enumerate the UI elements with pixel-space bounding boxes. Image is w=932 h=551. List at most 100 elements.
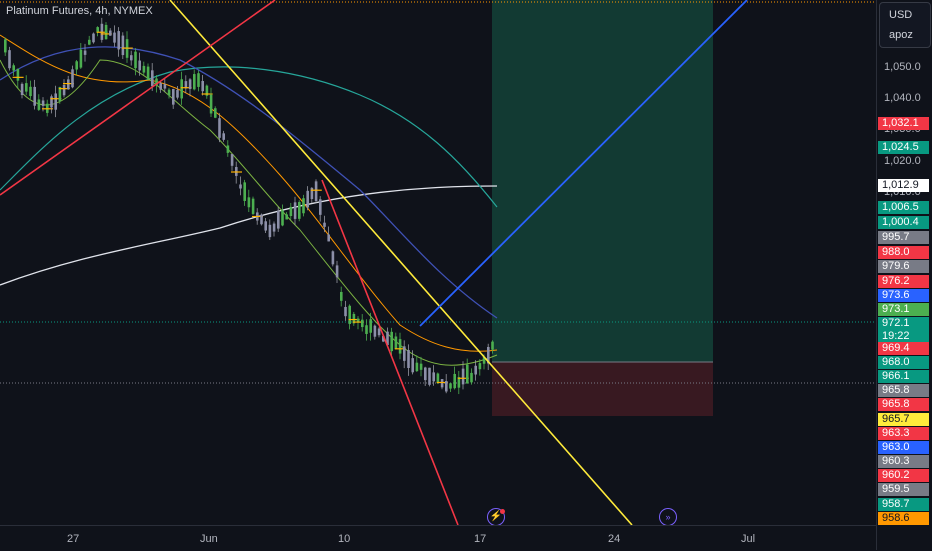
- ma-blue: [0, 46, 498, 319]
- candle-body: [491, 341, 494, 350]
- chart-area[interactable]: Platinum Futures, 4h, NYMEX ⚡ »: [0, 0, 876, 526]
- price-label: 1,012.9: [878, 179, 929, 192]
- candle-body: [121, 35, 125, 56]
- price-chart[interactable]: [0, 0, 876, 526]
- ma-white: [0, 185, 498, 286]
- candle-body: [29, 86, 32, 97]
- candle-body: [201, 80, 204, 92]
- candle-body: [272, 223, 276, 232]
- candle-body: [478, 363, 482, 370]
- candle-body: [83, 50, 87, 55]
- candle-body: [138, 60, 141, 71]
- candle-body: [268, 224, 272, 238]
- candle-body: [407, 350, 410, 368]
- long-position-stop-zone[interactable]: [492, 362, 713, 416]
- long-position-target-zone[interactable]: [492, 0, 713, 362]
- candle-body: [377, 328, 381, 336]
- price-label: 959.5: [878, 483, 929, 496]
- candle-body: [344, 306, 347, 317]
- candle-body: [428, 367, 431, 385]
- candle-body: [188, 79, 192, 89]
- blue-projection-line[interactable]: [419, 0, 748, 327]
- candle-body: [184, 81, 188, 89]
- time-label: 24: [608, 533, 621, 545]
- price-label: 968.0: [878, 356, 929, 369]
- currency-selector[interactable]: USD apoz: [879, 2, 931, 48]
- candle-body: [218, 118, 221, 138]
- candle-body: [285, 214, 288, 220]
- red-downtrend-line[interactable]: [321, 179, 459, 526]
- candle-body: [33, 86, 36, 106]
- candle-body: [151, 70, 154, 87]
- price-label: 963.0: [878, 441, 929, 454]
- candle-body: [415, 362, 419, 372]
- candle-body: [369, 319, 372, 333]
- candle-body: [394, 336, 398, 349]
- candle-body: [356, 318, 360, 323]
- candle-body: [298, 202, 301, 219]
- currency-label: USD: [889, 9, 913, 21]
- time-label: 10: [338, 533, 351, 545]
- candle-body: [222, 133, 225, 140]
- candle-body: [113, 32, 116, 43]
- candle-body: [37, 99, 41, 110]
- candle-body: [230, 154, 234, 166]
- candle-body: [172, 88, 175, 105]
- ma-green: [0, 59, 498, 366]
- candle-body: [41, 100, 45, 106]
- candle-body: [445, 381, 448, 392]
- fast-forward-icon[interactable]: »: [659, 508, 677, 526]
- candle-body: [260, 214, 263, 225]
- candle-body: [310, 187, 314, 200]
- candle-body: [54, 93, 57, 110]
- time-axis[interactable]: [0, 525, 876, 551]
- candle-body: [104, 24, 108, 40]
- red-uptrend-line[interactable]: [0, 0, 276, 196]
- candle-body: [386, 331, 389, 346]
- time-label: Jul: [741, 533, 756, 545]
- candle-body: [411, 358, 414, 373]
- price-tick: 1,050.0: [884, 61, 921, 73]
- candle-body: [306, 190, 309, 208]
- candle-body: [352, 313, 356, 324]
- price-label: 979.6: [878, 260, 929, 273]
- time-label: 17: [474, 533, 487, 545]
- candle-body: [163, 84, 167, 89]
- candle-body: [331, 251, 335, 265]
- candle-body: [453, 373, 456, 389]
- candle-body: [247, 197, 251, 208]
- price-label: 1,024.5: [878, 141, 929, 154]
- candle-body: [20, 83, 24, 95]
- price-label: 976.2: [878, 275, 929, 288]
- price-label: 960.3: [878, 455, 929, 468]
- candle-body: [8, 50, 11, 69]
- candle-body: [482, 356, 486, 364]
- candle-body: [457, 377, 461, 388]
- alert-dot-icon: [500, 509, 505, 514]
- candle-body: [398, 339, 402, 354]
- candle-body: [373, 325, 377, 337]
- price-label: 973.6: [878, 289, 929, 302]
- candle-body: [155, 78, 158, 86]
- candle-body: [50, 96, 53, 108]
- candle-body: [71, 69, 74, 88]
- candle-body: [109, 30, 112, 36]
- candle-body: [361, 319, 364, 328]
- candle-body: [167, 89, 171, 96]
- price-label: 19:22: [878, 330, 929, 343]
- candle-body: [403, 346, 406, 361]
- price-label: 958.6: [878, 512, 929, 525]
- price-label: 960.2: [878, 469, 929, 482]
- candle-body: [289, 206, 293, 217]
- price-label: 963.3: [878, 427, 929, 440]
- candle-body: [340, 291, 343, 301]
- candle-body: [251, 198, 255, 214]
- yellow-trendline[interactable]: [169, 0, 633, 526]
- price-label: 988.0: [878, 246, 929, 259]
- price-label: 1,032.1: [878, 117, 929, 130]
- candle-body: [205, 85, 209, 96]
- price-tick: 1,020.0: [884, 155, 921, 167]
- candle-body: [487, 346, 490, 364]
- candle-body: [96, 27, 99, 33]
- candle-body: [470, 372, 473, 383]
